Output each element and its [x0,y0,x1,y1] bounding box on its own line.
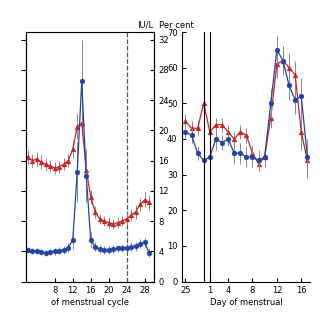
Bar [204,32,210,282]
X-axis label: of menstrual cycle: of menstrual cycle [51,298,129,307]
Legend: LH: LH [197,33,220,44]
X-axis label: Day of menstrual: Day of menstrual [210,298,283,307]
Text: IU/L: IU/L [138,20,154,29]
Text: Per cent: Per cent [159,20,194,29]
